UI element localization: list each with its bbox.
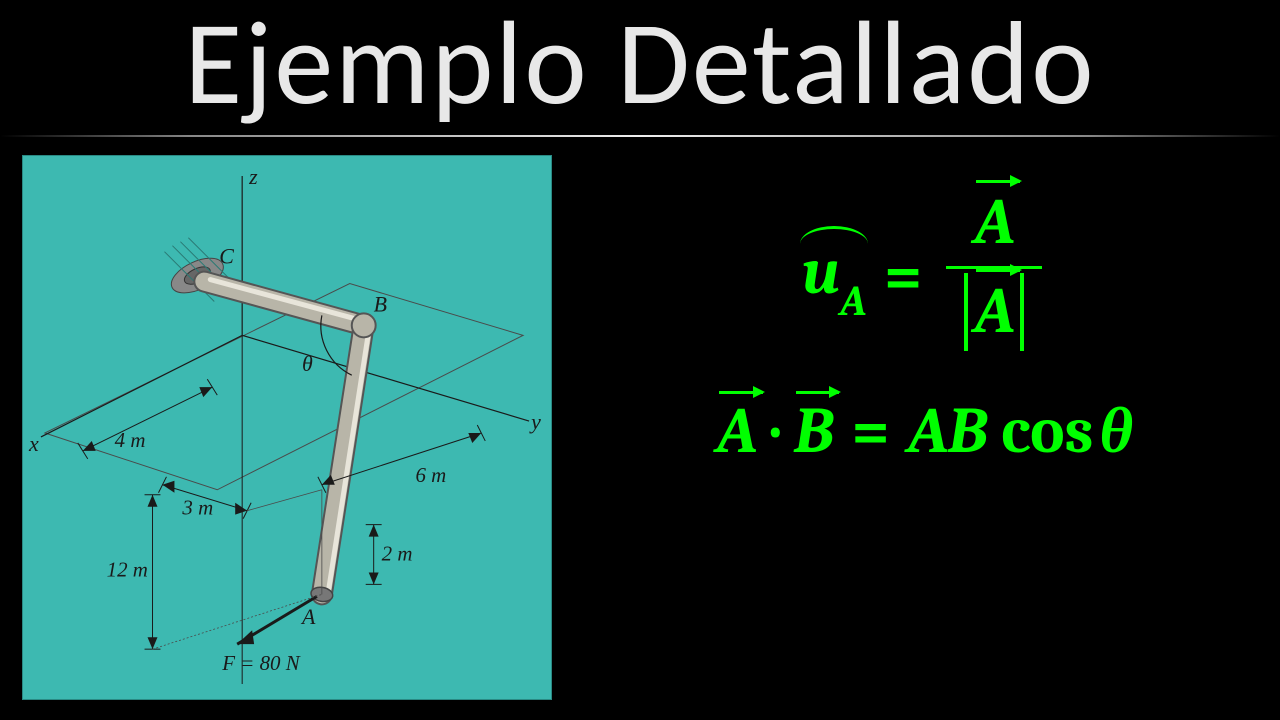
formula-unit-vector: uA = A A [600, 180, 1250, 374]
B-vec-lhs: B [794, 395, 834, 469]
u-hat: uA [802, 236, 866, 318]
y-axis [242, 335, 529, 421]
z-label: z [248, 164, 258, 189]
fraction: A A [946, 180, 1042, 374]
formula-dot-product: A · B = AB cos θ [600, 394, 1250, 469]
equals-1: = [884, 240, 922, 314]
abs-A: A [958, 273, 1030, 351]
dot-operator: · [771, 395, 780, 469]
dim-6m-label: 6 m [416, 463, 447, 487]
point-C: C [219, 244, 234, 269]
diagram-panel: z x y C B [22, 155, 552, 700]
force-label: F = 80 N [221, 651, 300, 675]
dim-3m-label: 3 m [181, 496, 213, 520]
content-row: z x y C B [0, 150, 1280, 720]
page-title: Ejemplo Detallado [0, 0, 1280, 126]
formulas-panel: uA = A A A · B = AB cos θ [600, 180, 1250, 469]
equals-2: = [851, 395, 889, 469]
pipe-CB [204, 280, 363, 326]
elbow-B [352, 313, 376, 337]
A-vec-den: A [974, 273, 1014, 351]
dim-2m [366, 525, 382, 585]
cos-func: cos [1001, 395, 1093, 469]
u-sub: A [840, 277, 866, 326]
y-label: y [529, 409, 541, 434]
dim-4m [78, 379, 217, 459]
point-A: A [300, 604, 316, 629]
dim-4m-label: 4 m [115, 428, 146, 452]
force-arrowhead [237, 630, 254, 644]
dim-2m-label: 2 m [382, 541, 413, 565]
diagram-svg: z x y C B [23, 156, 551, 699]
A-vec-lhs: A [717, 395, 757, 469]
u-base: u [802, 236, 840, 310]
theta-label: θ [302, 351, 313, 376]
title-divider [0, 135, 1280, 137]
AB-term: AB [908, 395, 987, 469]
A-vec-num: A [974, 184, 1014, 262]
ref-line-3 [153, 594, 322, 649]
x-label: x [28, 431, 39, 456]
theta-term: θ [1099, 394, 1133, 469]
point-B: B [374, 291, 387, 316]
ref-line-2 [247, 490, 322, 511]
dim-12m-label: 12 m [107, 557, 148, 581]
